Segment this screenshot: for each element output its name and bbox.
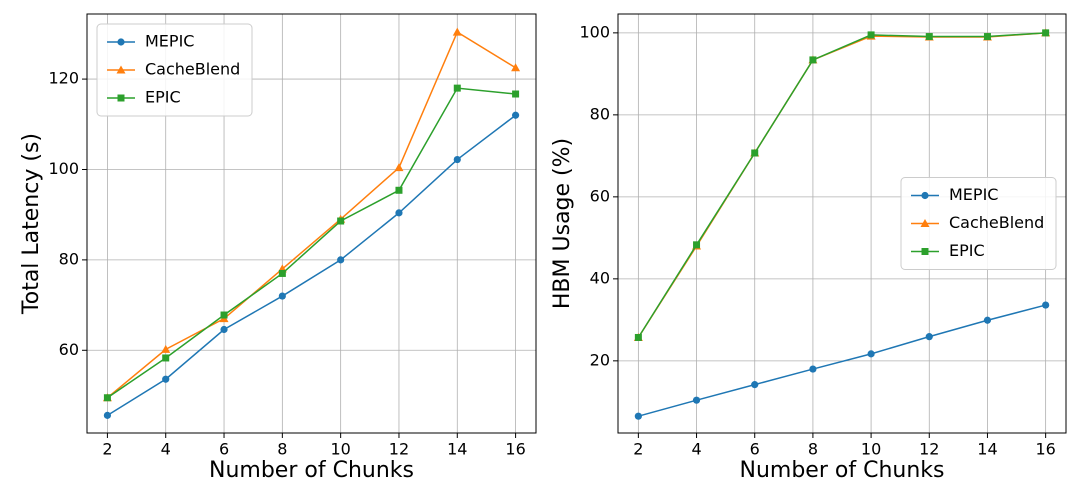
legend-box	[96, 23, 253, 117]
marker	[867, 31, 875, 39]
legend-label: CacheBlend	[145, 60, 240, 79]
marker	[867, 350, 875, 358]
x-tick-label: 14	[977, 440, 997, 459]
x-tick-label: 6	[219, 440, 229, 459]
marker	[116, 65, 126, 74]
x-axis-label: Number of Chunks	[740, 458, 945, 482]
marker	[395, 186, 403, 194]
y-tick-label: 100	[579, 22, 610, 41]
y-tick-label: 40	[590, 268, 610, 287]
x-tick-label: 6	[750, 440, 760, 459]
marker	[751, 149, 759, 157]
series-line	[638, 304, 1046, 417]
marker	[634, 333, 642, 341]
marker	[921, 248, 929, 255]
plot-frame	[617, 13, 1067, 434]
y-axis-label: Total Latency (s)	[19, 133, 44, 315]
x-tick-label: 4	[161, 440, 171, 459]
marker	[983, 316, 992, 324]
x-tick-label: 14	[447, 440, 467, 459]
marker	[512, 90, 520, 98]
marker	[1042, 29, 1050, 37]
marker	[925, 33, 933, 41]
marker	[220, 325, 228, 334]
marker	[983, 33, 991, 41]
x-tick-label: 2	[633, 440, 643, 459]
legend-label: CacheBlend	[949, 213, 1044, 232]
marker	[162, 375, 170, 383]
marker	[751, 381, 759, 389]
plot-frame	[86, 13, 537, 434]
marker	[337, 256, 345, 264]
marker	[117, 94, 125, 102]
marker	[162, 354, 170, 362]
marker	[925, 333, 933, 341]
y-tick-label: 80	[59, 249, 79, 268]
marker	[921, 191, 929, 200]
y-tick-label: 60	[590, 186, 610, 205]
y-tick-label: 100	[48, 159, 79, 178]
x-tick-label: 10	[861, 440, 881, 459]
marker	[511, 111, 520, 119]
marker	[809, 56, 817, 64]
marker	[117, 38, 125, 46]
marker	[453, 155, 461, 164]
x-tick-label: 2	[102, 440, 112, 459]
marker	[693, 241, 701, 249]
y-tick-label: 60	[59, 340, 79, 359]
legend-box	[900, 177, 1057, 270]
x-tick-label: 8	[808, 440, 818, 459]
y-tick-label: 80	[590, 104, 610, 123]
series-line	[637, 32, 1046, 338]
marker	[452, 27, 462, 36]
x-tick-label: 8	[277, 440, 287, 459]
x-axis-label: Number of Chunks	[209, 458, 414, 482]
marker	[337, 217, 345, 225]
x-tick-label: 10	[330, 440, 350, 459]
marker	[161, 344, 171, 353]
marker	[453, 84, 461, 92]
legend-label: EPIC	[949, 241, 985, 260]
legend-label: EPIC	[145, 88, 181, 107]
marker	[395, 209, 403, 217]
marker	[278, 269, 286, 277]
x-tick-label: 4	[691, 440, 701, 459]
y-axis-label: HBM Usage (%)	[550, 138, 575, 309]
marker	[394, 163, 404, 172]
marker	[511, 63, 521, 72]
marker	[809, 365, 817, 373]
marker	[103, 394, 111, 402]
series-line	[106, 87, 516, 399]
marker	[1042, 301, 1050, 309]
marker	[278, 292, 286, 300]
y-tick-label: 20	[590, 350, 610, 369]
legend-label: MEPIC	[145, 32, 194, 51]
x-tick-label: 12	[919, 440, 939, 459]
x-tick-label: 12	[389, 440, 409, 459]
x-tick-label: 16	[1035, 440, 1055, 459]
marker	[920, 219, 930, 227]
marker	[220, 311, 228, 319]
series-line	[106, 30, 516, 399]
x-tick-label: 16	[505, 440, 525, 459]
marker	[692, 396, 701, 404]
marker	[634, 412, 642, 420]
legend-label: MEPIC	[949, 185, 998, 204]
y-tick-label: 120	[48, 69, 79, 88]
series-line	[107, 114, 517, 417]
marker	[103, 411, 112, 419]
